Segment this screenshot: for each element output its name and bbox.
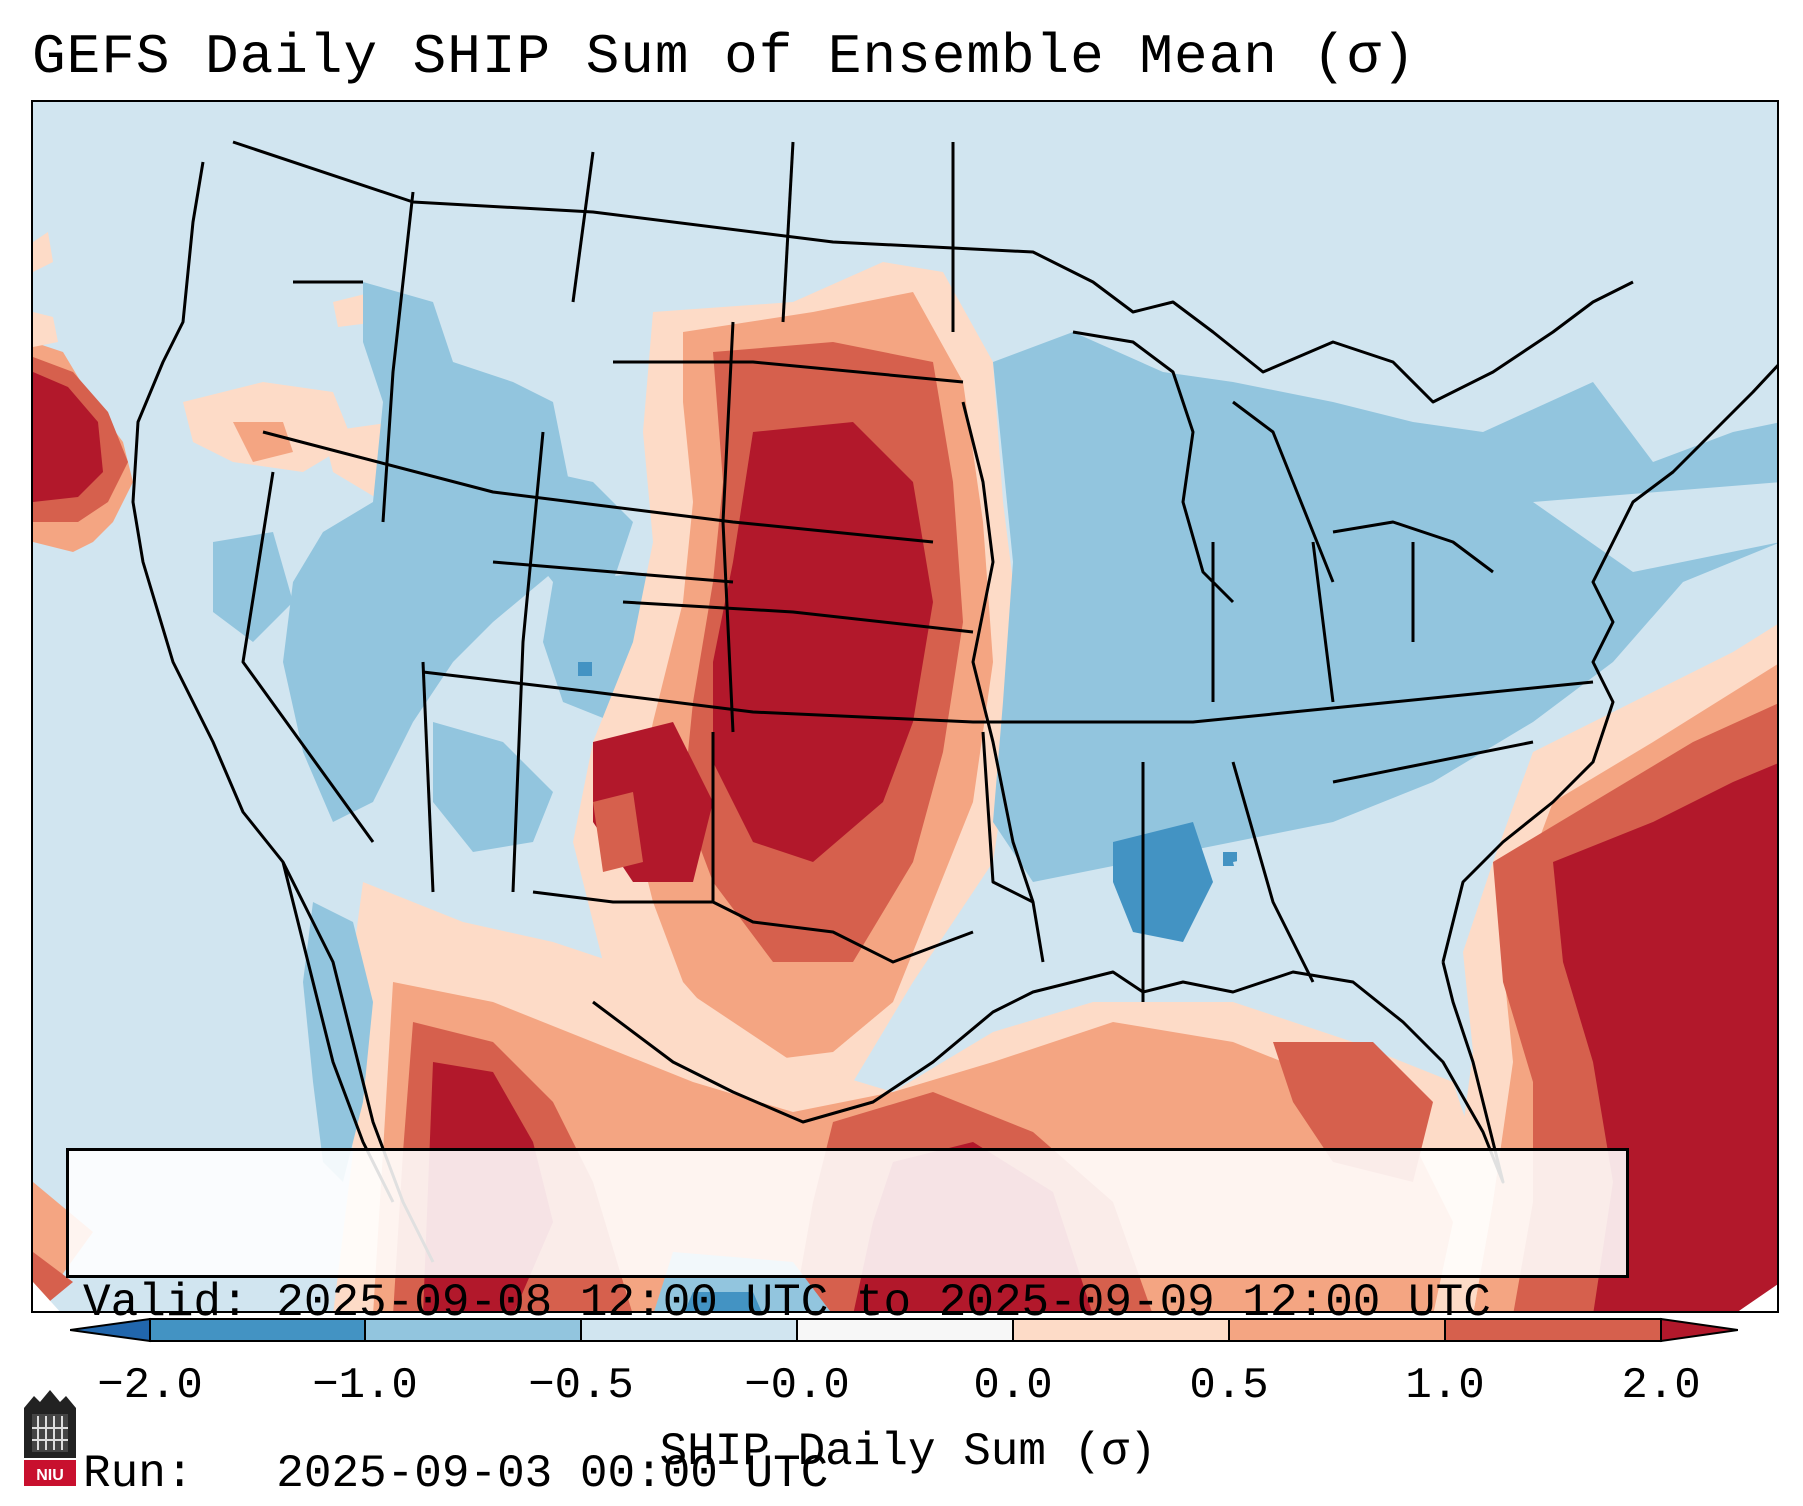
colorbar-bin-6 <box>1229 1319 1445 1341</box>
colorbar-under-extension <box>70 1317 151 1343</box>
field-bottom-edge <box>33 1182 1777 1311</box>
colorbar <box>70 1317 1738 1343</box>
niu-logo-text: NIU <box>36 1467 64 1484</box>
colorbar-tick-label: −0.5 <box>528 1361 634 1411</box>
map-panel <box>31 100 1779 1313</box>
colorbar-bin-2 <box>365 1319 581 1341</box>
colorbar-label: SHIP Daily Sum (σ) <box>659 1426 1157 1478</box>
colorbar-bin-4 <box>797 1319 1013 1341</box>
map-svg <box>33 140 1777 1311</box>
colorbar-tick-label: −1.0 <box>312 1361 418 1411</box>
colorbar-bin-7 <box>1445 1319 1661 1341</box>
colorbar-tick-label: 2.0 <box>1621 1361 1701 1411</box>
colorbar-ticks <box>149 1319 1662 1341</box>
colorbar-bin-5 <box>1013 1319 1229 1341</box>
valid-run-info-box: Valid: 2025-09-08 12:00 UTC to 2025-09-0… <box>66 1148 1629 1500</box>
colorbar-tick-label: −2.0 <box>97 1361 203 1411</box>
field-pacific-nw <box>33 232 133 552</box>
niu-logo: NIU <box>24 1390 76 1486</box>
colorbar-over-extension <box>1660 1317 1738 1343</box>
colorbar-bin-1 <box>150 1319 365 1341</box>
colorbar-tick-label: −0.0 <box>744 1361 850 1411</box>
chart-title: GEFS Daily SHIP Sum of Ensemble Mean (σ) <box>32 25 1417 89</box>
field-plains-red <box>573 262 1023 1202</box>
run-time-text: Run: 2025-09-03 00:00 UTC <box>83 1448 829 1500</box>
colorbar-tick-label: 0.5 <box>1189 1361 1269 1411</box>
colorbar-tick-label: 1.0 <box>1405 1361 1485 1411</box>
map-borders <box>131 140 1777 1263</box>
colorbar-tick-label: 0.0 <box>973 1361 1053 1411</box>
colorbar-bin-3 <box>581 1319 797 1341</box>
